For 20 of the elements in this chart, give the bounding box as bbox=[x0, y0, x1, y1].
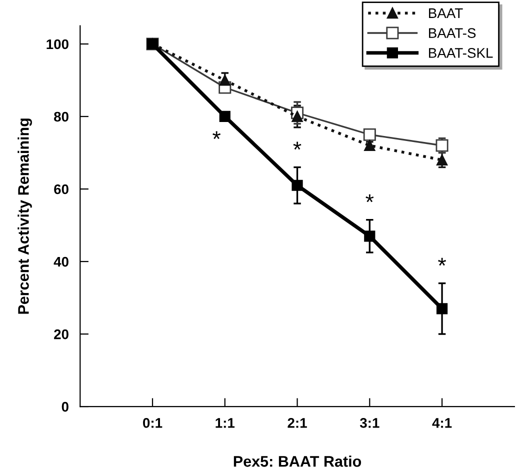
data-label: * bbox=[366, 194, 374, 202]
data-label: * bbox=[212, 131, 221, 139]
y-tick-label: 80 bbox=[54, 112, 68, 122]
x-tick-label: 4:1 bbox=[432, 418, 452, 428]
x-tick-label: 3:1 bbox=[360, 418, 380, 428]
legend-label: BAAT bbox=[429, 8, 463, 18]
y-tick-label: 20 bbox=[54, 329, 68, 340]
x-axis-title: Pex5: BAAT Ratio bbox=[234, 456, 362, 467]
y-tick-label: 0 bbox=[62, 402, 68, 412]
legend-label: BAAT-S bbox=[429, 28, 476, 38]
x-tick-label: 1:1 bbox=[216, 418, 235, 428]
x-tick-label: 2:1 bbox=[288, 418, 307, 428]
y-tick-label: 40 bbox=[54, 256, 68, 267]
x-tick-label: 0:1 bbox=[143, 418, 162, 428]
data-label: * bbox=[293, 142, 302, 150]
data-label: * bbox=[438, 258, 446, 266]
y-tick-label: 100 bbox=[46, 39, 68, 50]
legend-label: BAAT-SKL bbox=[429, 48, 493, 58]
y-tick-label: 60 bbox=[54, 184, 68, 194]
y-axis-title: Percent Activity Remaining bbox=[18, 118, 32, 314]
